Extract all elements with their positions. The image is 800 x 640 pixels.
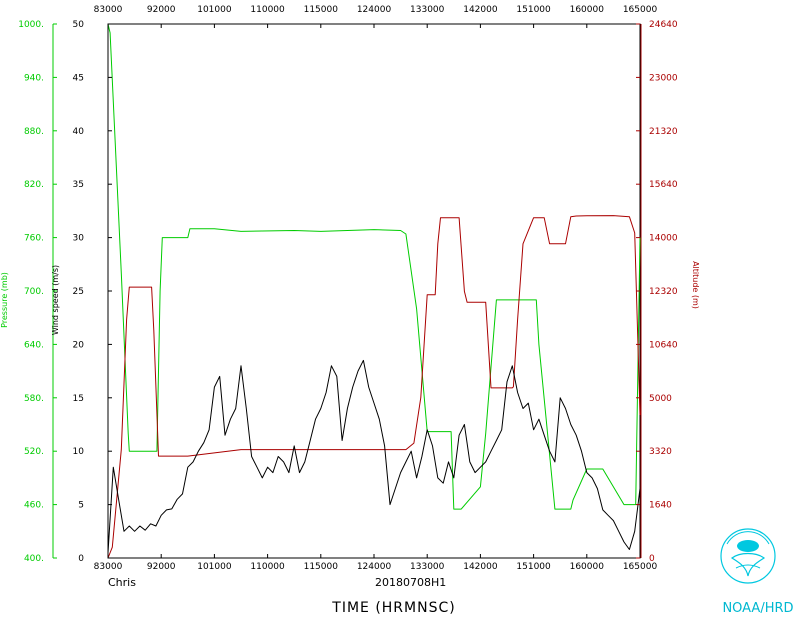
- x-tick-label-top: 115000: [304, 5, 339, 15]
- altitude-tick-label: 0: [649, 554, 655, 564]
- flight-id: 20180708H1: [375, 576, 446, 589]
- x-tick-label-top: 142000: [463, 5, 498, 15]
- wind-tick-label: 0: [78, 554, 84, 564]
- pressure-tick-label: 760.: [24, 234, 44, 244]
- x-tick-label-top: 151000: [516, 5, 551, 15]
- x-tick-label-bottom: 165000: [623, 562, 658, 572]
- x-tick-label-top: 101000: [197, 5, 232, 15]
- x-tick-label-bottom: 92000: [147, 562, 176, 572]
- wind-tick-label: 45: [73, 73, 84, 83]
- altitude-tick-label: 24640: [649, 20, 678, 30]
- x-tick-label-bottom: 124000: [357, 562, 392, 572]
- noaa-logo: [720, 528, 776, 584]
- x-tick-label-top: 133000: [410, 5, 445, 15]
- pressure-tick-label: 1000.: [18, 20, 44, 30]
- altitude-tick-label: 14000: [649, 234, 678, 244]
- wind-tick-label: 40: [73, 127, 85, 137]
- altitude-tick-label: 1640: [649, 501, 672, 511]
- credit-label: NOAA/HRD: [722, 601, 793, 616]
- x-tick-label-top: 165000: [623, 5, 658, 15]
- x-tick-label-bottom: 110000: [250, 562, 285, 572]
- pressure-axis-label: Pressure (mb): [0, 272, 9, 328]
- wind-axis-label: Wind speed (m/s): [51, 265, 60, 335]
- x-tick-label-bottom: 133000: [410, 562, 445, 572]
- altitude-tick-label: 23000: [649, 73, 678, 83]
- pressure-tick-label: 460.: [24, 501, 44, 511]
- plot-frame: [107, 23, 641, 559]
- x-tick-label-top: 92000: [147, 5, 176, 15]
- wind-tick-label: 20: [73, 340, 85, 350]
- pressure-series-line: [107, 23, 641, 510]
- x-tick-label-bottom: 151000: [516, 562, 551, 572]
- x-tick-label-bottom: 115000: [304, 562, 339, 572]
- pressure-tick-label: 580.: [24, 394, 44, 404]
- x-axis-label: TIME (HRMNSC): [331, 600, 455, 616]
- pressure-tick-label: 640.: [24, 340, 44, 350]
- wind-tick-label: 10: [73, 447, 85, 457]
- altitude-tick-label: 10640: [649, 340, 678, 350]
- altitude-tick-label: 12320: [649, 287, 678, 297]
- altitude-tick-label: 15640: [649, 180, 678, 190]
- storm-name: Chris: [108, 576, 136, 589]
- pressure-tick-label: 820.: [24, 180, 44, 190]
- altitude-axis-label: Altitude (m): [691, 261, 700, 309]
- altitude-tick-label: 3320: [649, 447, 672, 457]
- x-tick-label-bottom: 142000: [463, 562, 498, 572]
- wind-series-line: [107, 359, 641, 553]
- pressure-tick-label: 880.: [24, 127, 44, 137]
- x-tick-label-bottom: 101000: [197, 562, 232, 572]
- pressure-tick-label: 700.: [24, 287, 44, 297]
- x-tick-label-top: 83000: [94, 5, 123, 15]
- altitude-tick-label: 21320: [649, 127, 678, 137]
- wind-tick-label: 25: [73, 287, 84, 297]
- wind-tick-label: 15: [73, 394, 84, 404]
- x-tick-label-top: 110000: [250, 5, 285, 15]
- wind-tick-label: 30: [73, 234, 85, 244]
- x-tick-label-bottom: 83000: [94, 562, 123, 572]
- wind-tick-label: 5: [78, 501, 84, 511]
- wind-tick-label: 35: [73, 180, 84, 190]
- pressure-tick-label: 940.: [24, 73, 44, 83]
- altitude-series-line: [107, 215, 641, 559]
- pressure-tick-label: 520.: [24, 447, 44, 457]
- pressure-tick-label: 400.: [24, 554, 44, 564]
- x-tick-label-top: 160000: [570, 5, 605, 15]
- altitude-tick-label: 5000: [649, 394, 672, 404]
- x-tick-label-bottom: 160000: [570, 562, 605, 572]
- x-tick-label-top: 124000: [357, 5, 392, 15]
- wind-tick-label: 50: [73, 20, 85, 30]
